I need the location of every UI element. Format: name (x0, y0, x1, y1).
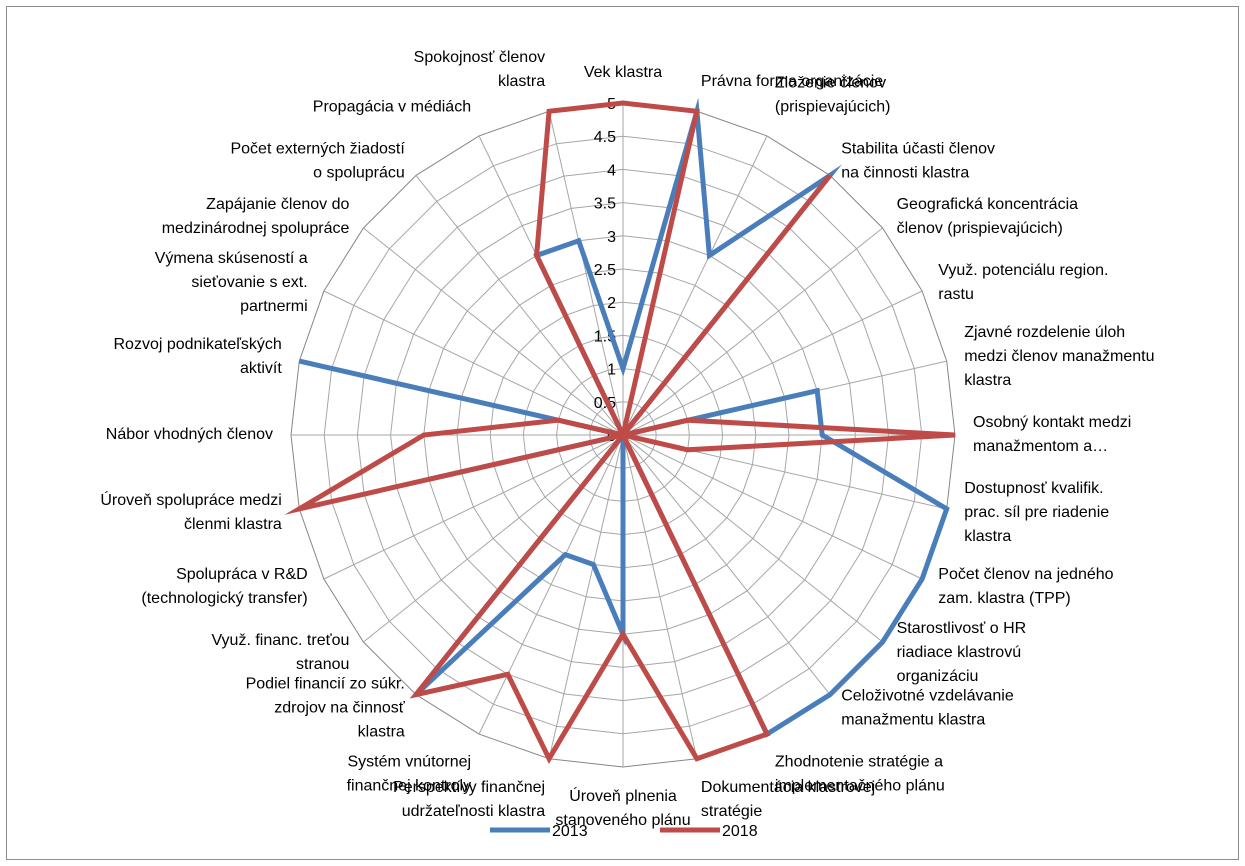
category-label: Podiel financií zo súkr. zdrojov na činno… (246, 676, 406, 741)
category-label: Spolupráca v R&D (technologický transfer) (141, 566, 307, 607)
grid-spoke (622, 227, 883, 436)
grid-spoke (323, 434, 624, 580)
grid-spoke (478, 434, 624, 735)
tick-label: 4.5 (594, 129, 616, 146)
category-label: Perspektívy finančnej udržateľnosti klast… (393, 779, 545, 820)
grid-spoke (622, 434, 883, 643)
grid-spoke (622, 434, 831, 695)
category-label: Nábor vhodných členov (106, 426, 273, 443)
series-lines (284, 97, 956, 764)
tick-label: 4 (607, 162, 616, 179)
grid-spoke (363, 227, 624, 436)
category-label: Zloženie členov (prispievajúcich) (775, 75, 891, 116)
category-label: Zapájanie členov do medzinárodnej spolupr… (162, 196, 350, 237)
category-label: Úroveň plnenia stanoveného plánu (555, 786, 690, 829)
tick-label: 2.5 (594, 262, 616, 279)
category-label: Osobný kontakt medzi manažmentom a… (973, 414, 1131, 455)
category-label: Dostupnosť kvalifik. prac. síl pre riaden… (964, 480, 1109, 545)
tick-label: 2 (607, 295, 616, 312)
category-label: Rozvoj podnikateľských aktivít (113, 336, 282, 377)
category-label: Vek klastra (584, 64, 662, 81)
category-label: Dokumentácia klastrovej stratégie (701, 779, 875, 820)
grid-spoke (622, 434, 698, 759)
category-label: Využ. financ. treťou stranou (211, 632, 349, 673)
category-label: Propagácia v médiách (313, 99, 471, 116)
legend-label-2013: 2013 (552, 823, 588, 840)
series-line-2018 (284, 100, 956, 764)
tick-labels: 00.511.522.533.544.55 (594, 96, 616, 445)
category-label: Zjavné rozdelenie úloh medzi členov manaž… (964, 324, 1154, 389)
category-label: Úroveň spolupráce medzi členmi klastra (100, 490, 282, 533)
category-label: Počet členov na jedného zam. klastra (TPP… (938, 566, 1113, 607)
tick-label: 3.5 (594, 196, 616, 213)
category-label: Spokojnosť členov klastra (414, 49, 546, 90)
category-label: Výmena skúseností a sieťovanie s ext. part… (155, 250, 308, 315)
category-label: Právna forma organizácie (701, 73, 883, 90)
grid (290, 102, 956, 768)
category-label: Počet externých žiadostí o spoluprácu (230, 140, 405, 181)
legend-label-2018: 2018 (722, 823, 758, 840)
grid-spoke (548, 434, 624, 759)
category-label: Stabilita účasti členov na činnosti klast… (841, 140, 995, 181)
category-label: Zhodnotenie stratégie a implementačného p… (775, 753, 945, 794)
grid-spoke (323, 290, 624, 436)
category-label: Starostlivosť o HR riadiace klastrovú orga… (897, 620, 1027, 685)
tick-label: 3 (607, 229, 616, 246)
grid-spoke (415, 175, 624, 436)
grid-spoke (622, 290, 923, 436)
grid-spoke (622, 135, 768, 436)
category-label: Systém vnútornej finančnej kontroly (347, 753, 472, 794)
category-label: Využ. potenciálu region. rastu (938, 262, 1108, 303)
grid-spoke (622, 434, 923, 580)
legend: 2013 2018 (490, 823, 758, 840)
category-labels: Vek klastra Právna forma organizácieZlože… (100, 49, 1154, 829)
tick-label: 1 (607, 362, 616, 379)
grid-spoke (548, 111, 624, 436)
grid-spoke (363, 434, 624, 643)
category-label: Celoživotné vzdelávanie manažmentu klastr… (841, 688, 1014, 729)
category-label: Geografická koncentrácia členov (prispiev… (897, 196, 1079, 237)
